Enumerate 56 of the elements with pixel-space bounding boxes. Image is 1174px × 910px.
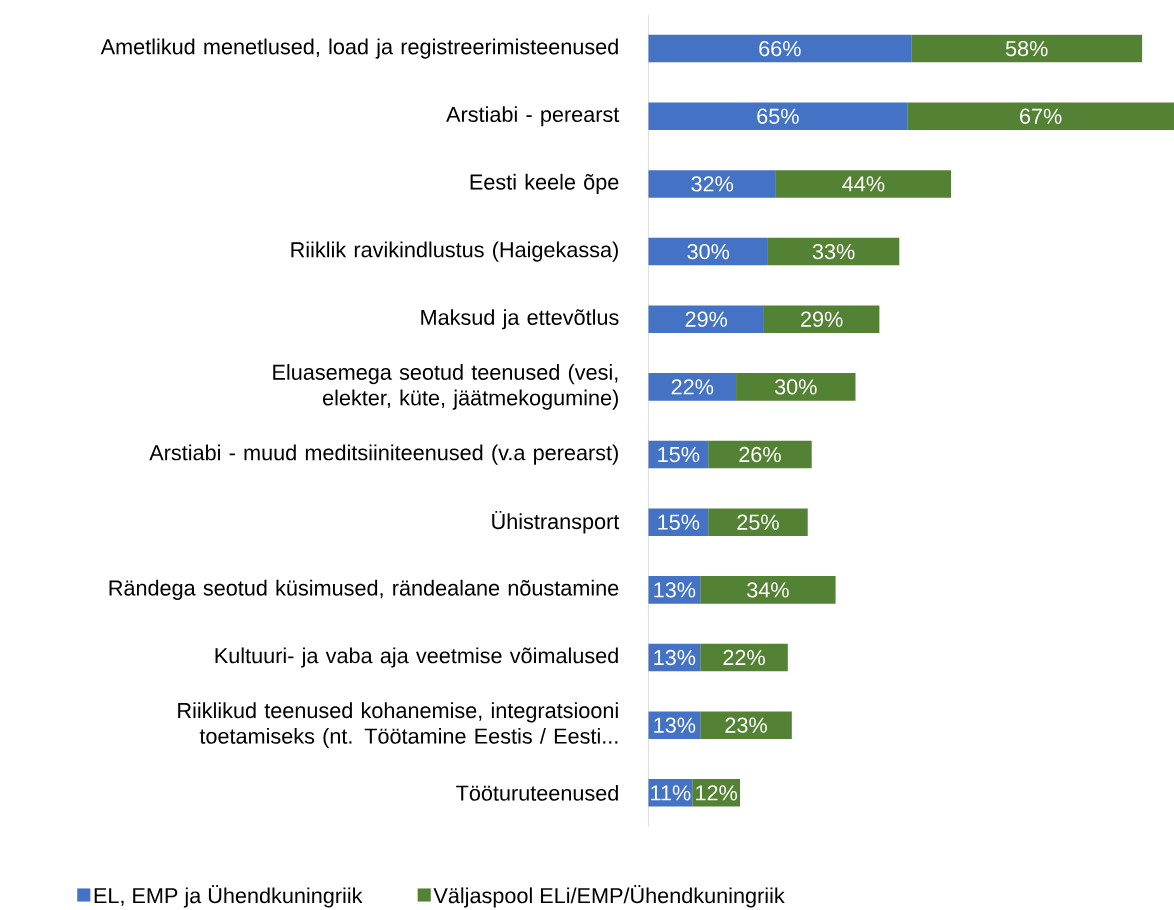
bar xyxy=(648,237,768,266)
data-label: 29% xyxy=(685,311,728,327)
bar xyxy=(648,372,737,401)
legend-label: Väljaspool ELi/EMP/Ühendkuningriik xyxy=(433,884,785,908)
legend-label: EL, EMP ja Ühendkuningriik xyxy=(94,884,363,908)
y-tick-label: Eluasemega seotud teenused (vesi, elekter, küte, jäätmekogumine) xyxy=(273,363,618,410)
data-label: 44% xyxy=(842,176,885,192)
bar xyxy=(648,34,912,63)
bar xyxy=(907,102,1174,130)
y-tick-label: Kultuuri- ja vaba aja veetmise võimalused xyxy=(215,647,618,668)
bar xyxy=(648,508,709,536)
data-label: 13% xyxy=(654,582,696,598)
bar xyxy=(700,575,836,604)
y-tick-label: Ametlikud menetlused, load ja registreerimisteenused xyxy=(100,38,618,59)
y-tick-label: Arstiabi - perearst xyxy=(446,106,620,127)
y-tick-label: Tööturuteenused xyxy=(456,784,618,801)
y-tick-label: Riiklik ravikindlustus (Haigekassa) xyxy=(291,241,618,262)
bar xyxy=(648,305,764,333)
bar xyxy=(700,711,792,739)
data-label: 23% xyxy=(725,717,767,733)
bar xyxy=(708,440,812,469)
data-label: 25% xyxy=(737,514,779,530)
data-label: 58% xyxy=(1005,40,1048,57)
y-tick-label: Riiklikud teenused kohanemise, integratsiooni toetamiseks (nt. Töötamine Eestis / Eesti... xyxy=(178,702,618,748)
data-label: 11% xyxy=(651,785,691,801)
bar xyxy=(736,372,856,401)
data-label: 65% xyxy=(757,108,799,124)
y-tick-label: Rändega seotud küsimused, rändealane nõustamine xyxy=(109,579,619,600)
bar xyxy=(708,508,808,536)
bar xyxy=(700,643,788,672)
data-label: 67% xyxy=(1020,108,1062,124)
bar xyxy=(648,102,908,130)
data-label: 26% xyxy=(739,446,781,463)
data-label: 13% xyxy=(654,717,696,733)
data-label: 29% xyxy=(801,311,843,327)
data-label: 12% xyxy=(696,785,738,801)
data-label: 32% xyxy=(691,176,734,192)
bar xyxy=(911,34,1143,63)
y-tick-label: Eesti keele õpe xyxy=(470,173,619,194)
bar xyxy=(767,237,900,266)
bar xyxy=(763,305,880,333)
y-tick-label: Arstiabi - muud meditsiiniteenused (v.a perearst) xyxy=(149,444,618,465)
bar xyxy=(648,169,776,198)
data-label: 13% xyxy=(654,649,696,666)
data-label: 30% xyxy=(774,379,817,395)
data-label: 22% xyxy=(723,649,765,665)
y-tick-label: Maksud ja ettevõtlus xyxy=(421,309,619,330)
data-label: 15% xyxy=(658,446,700,463)
y-tick-label: Ühistransport xyxy=(492,510,620,534)
data-label: 15% xyxy=(658,514,700,530)
data-label: 66% xyxy=(759,40,801,57)
data-label: 34% xyxy=(747,582,789,598)
data-label: 33% xyxy=(812,243,855,260)
bar xyxy=(775,169,952,198)
data-label: 30% xyxy=(687,243,730,260)
data-label: 22% xyxy=(671,379,714,395)
